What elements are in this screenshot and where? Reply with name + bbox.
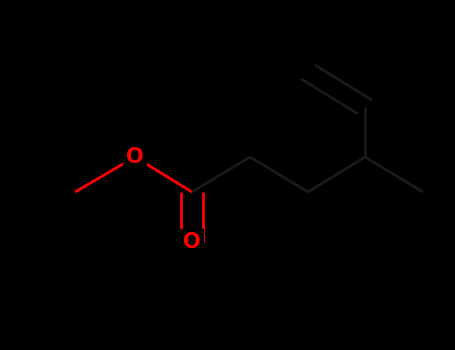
- Text: O: O: [183, 232, 201, 252]
- Text: O: O: [126, 147, 144, 167]
